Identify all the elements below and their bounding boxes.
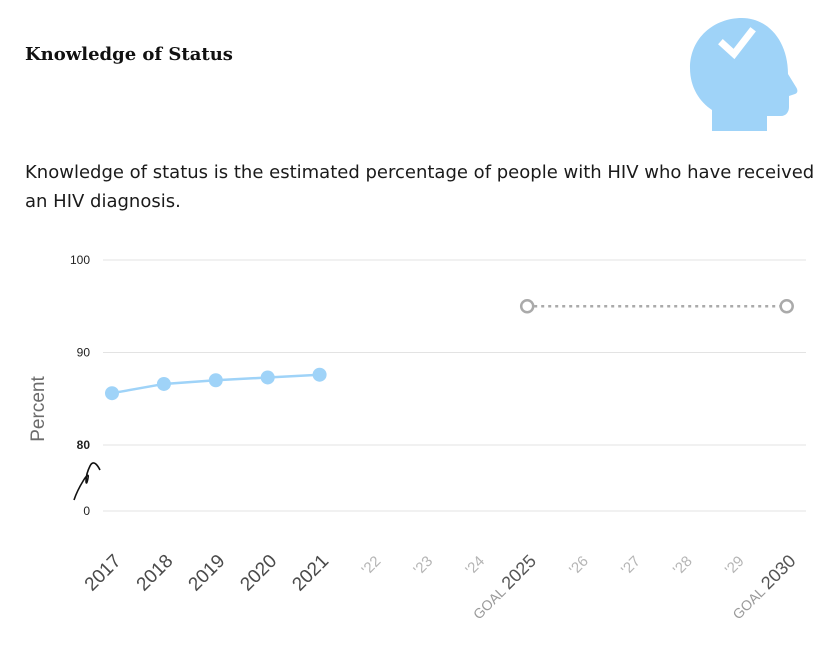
- observed-data-point: [208, 373, 223, 388]
- x-tick-label: '28: [670, 553, 696, 579]
- x-tick-label: '26: [566, 553, 592, 579]
- x-tick-label: '27: [618, 553, 644, 579]
- observed-data-point: [312, 367, 327, 382]
- x-tick-label: '22: [358, 553, 384, 579]
- knowledge-of-status-chart: 0 80 90 100 Percent 2017 2018 2019 2020 2021 '22 '2…: [28, 253, 806, 622]
- x-tick-label: 2017: [81, 551, 126, 596]
- goal-year-label: 2030: [757, 551, 799, 593]
- x-tick-label: 2019: [185, 551, 230, 596]
- card-description: Knowledge of status is the estimated per…: [25, 162, 815, 212]
- y-tick-label: 90: [77, 346, 91, 360]
- x-tick-label: 2021: [288, 551, 333, 596]
- x-tick-label: '29: [722, 553, 748, 579]
- y-tick-label: 100: [70, 253, 90, 267]
- card-title: Knowledge of Status: [25, 44, 233, 65]
- head-silhouette: [690, 18, 798, 131]
- axis-break-icon: [73, 462, 101, 501]
- x-tick-label: 2018: [133, 551, 178, 596]
- y-tick-label: 80: [77, 438, 91, 452]
- observed-data-point: [156, 376, 171, 391]
- goal-data-point: [519, 299, 535, 314]
- checkmark: [718, 27, 756, 60]
- x-tick-label: 2020: [236, 551, 281, 596]
- head-checkmark-icon: [690, 18, 798, 131]
- x-tick-label: '23: [410, 553, 436, 579]
- y-tick-label: 0: [83, 504, 90, 518]
- x-tick-label: '24: [462, 553, 488, 579]
- observed-data-point: [105, 386, 119, 401]
- observed-data-point: [260, 370, 275, 385]
- goal-data-point: [779, 299, 794, 314]
- goal-year-label: 2025: [498, 551, 540, 593]
- y-axis-label: Percent: [28, 376, 49, 442]
